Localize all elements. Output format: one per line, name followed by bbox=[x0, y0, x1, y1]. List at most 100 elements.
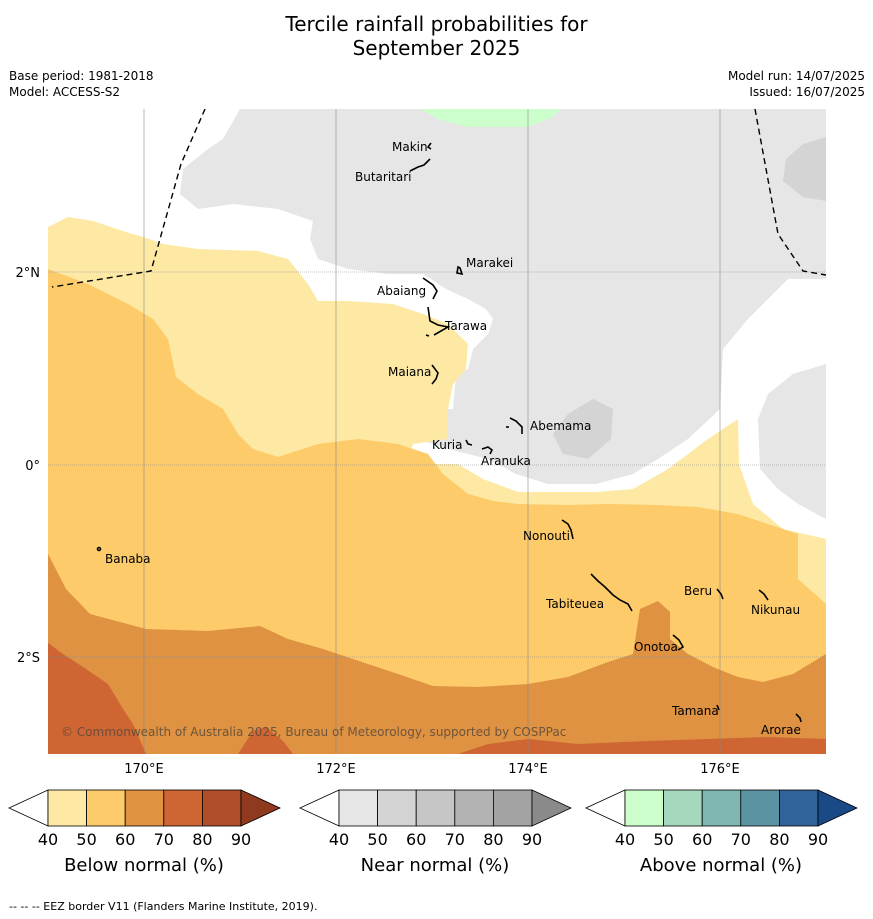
legend-near-tick-70: 70 bbox=[445, 830, 465, 849]
issued-date: Issued: 16/07/2025 bbox=[749, 85, 865, 99]
island-label-beru: Beru bbox=[684, 584, 712, 598]
lon-label-174e: 174°E bbox=[508, 762, 548, 777]
island-label-marakei: Marakei bbox=[466, 256, 513, 270]
legend-below-swatch-50-60 bbox=[86, 789, 126, 827]
lon-label-172e: 172°E bbox=[316, 762, 356, 777]
island-abemama-shape bbox=[509, 417, 523, 434]
legend-below-swatch-40-50 bbox=[47, 789, 87, 827]
legend-below-tick-60: 60 bbox=[115, 830, 135, 849]
island-label-abaiang: Abaiang bbox=[377, 284, 426, 298]
island-beru-shape bbox=[716, 588, 724, 600]
near-50-60-patch-2 bbox=[783, 137, 826, 201]
legend-below-tick-90: 90 bbox=[231, 830, 251, 849]
below-60-70-region bbox=[48, 554, 826, 754]
legend-near-tick-50: 50 bbox=[367, 830, 387, 849]
island-onotoa-shape bbox=[672, 634, 685, 651]
colorbar-legends: 40 50 60 70 80 90 Below normal (%) 40 50… bbox=[8, 789, 858, 876]
below-70-80-band-south bbox=[458, 737, 826, 754]
legend-near-tick-40: 40 bbox=[329, 830, 349, 849]
map-panel[interactable]: Makin Butaritari Marakei Abaiang Tarawa … bbox=[48, 109, 826, 754]
title-line-1: Tercile rainfall probabilities for bbox=[285, 12, 588, 36]
above-normal-region bbox=[420, 109, 560, 127]
island-tabiteuea-shape bbox=[590, 573, 633, 612]
model-run-date: Model run: 14/07/2025 bbox=[727, 69, 865, 83]
island-label-aranuka: Aranuka bbox=[481, 454, 531, 468]
island-label-tarawa: Tarawa bbox=[444, 319, 487, 333]
legend-below-low-arrow bbox=[8, 789, 49, 827]
island-tarawa-shape bbox=[427, 306, 451, 336]
below-70-80-region bbox=[48, 643, 146, 754]
island-label-maiana: Maiana bbox=[388, 365, 431, 379]
island-makin-shape bbox=[426, 142, 432, 150]
legend-near-low-arrow bbox=[299, 789, 340, 827]
legend-near-swatch-40-50 bbox=[338, 789, 378, 827]
map-gridlines bbox=[48, 109, 826, 754]
legend-above-low-arrow bbox=[585, 789, 626, 827]
below-70-80-patch-south bbox=[238, 727, 293, 754]
near-50-60-patch-1 bbox=[553, 399, 613, 459]
legend-below-swatch-70-80 bbox=[163, 789, 203, 827]
legend-above-high-arrow bbox=[817, 789, 858, 827]
island-nikunau-shape bbox=[758, 589, 769, 601]
legend-above-normal: 40 50 60 70 80 90 Above normal (%) bbox=[585, 789, 858, 876]
island-label-arorae: Arorae bbox=[761, 723, 801, 737]
lon-label-176e: 176°E bbox=[700, 762, 740, 777]
lat-label-equator: 0° bbox=[25, 459, 40, 474]
eez-footnote: -- -- -- EEZ border V11 (Flanders Marine… bbox=[9, 900, 318, 913]
island-butaritari-shape bbox=[409, 158, 431, 172]
legend-above-swatch-70-80 bbox=[740, 789, 780, 827]
near-normal-east-patch bbox=[758, 364, 826, 519]
meta-right: Model run: 14/07/2025 Issued: 16/07/2025 bbox=[728, 68, 865, 100]
legend-near-title: Near normal (%) bbox=[361, 855, 510, 876]
island-outlines bbox=[96, 142, 802, 723]
legend-above-title: Above normal (%) bbox=[640, 855, 802, 876]
legend-above-tick-80: 80 bbox=[769, 830, 789, 849]
legend-below-swatch-60-70 bbox=[124, 789, 165, 827]
island-kuria-shape bbox=[465, 439, 473, 446]
lat-label-2n: 2°N bbox=[16, 266, 41, 281]
legend-below-title: Below normal (%) bbox=[64, 855, 224, 876]
legend-above-tick-60: 60 bbox=[692, 830, 712, 849]
legend-near-normal: 40 50 60 70 80 90 Near normal (%) bbox=[299, 789, 572, 876]
map-title: Tercile rainfall probabilities for Septe… bbox=[0, 12, 873, 60]
base-period: Base period: 1981-2018 bbox=[9, 69, 154, 83]
title-line-2: September 2025 bbox=[352, 36, 521, 60]
near-normal-region bbox=[180, 109, 826, 484]
island-banaba-shape bbox=[96, 546, 102, 552]
legend-above-swatch-60-70 bbox=[701, 789, 742, 827]
legend-above-tick-70: 70 bbox=[731, 830, 751, 849]
legend-near-swatch-60-70 bbox=[415, 789, 456, 827]
legend-above-swatch-40-50 bbox=[624, 789, 664, 827]
legend-below-tick-70: 70 bbox=[154, 830, 174, 849]
legend-below-normal: 40 50 60 70 80 90 Below normal (%) bbox=[8, 789, 281, 876]
legend-above-tick-90: 90 bbox=[808, 830, 828, 849]
meta-left: Base period: 1981-2018 Model: ACCESS-S2 bbox=[9, 68, 154, 100]
island-label-kuria: Kuria bbox=[432, 438, 463, 452]
island-label-nonouti: Nonouti bbox=[523, 529, 570, 543]
legend-above-swatch-80-90 bbox=[779, 789, 819, 827]
island-nonouti-shape bbox=[561, 519, 574, 540]
legend-below-tick-40: 40 bbox=[38, 830, 58, 849]
island-label-abemama: Abemama bbox=[530, 419, 591, 433]
island-arorae-shape bbox=[795, 713, 802, 723]
island-label-butaritari: Butaritari bbox=[355, 170, 412, 184]
legend-near-tick-60: 60 bbox=[406, 830, 426, 849]
legend-above-swatch-50-60 bbox=[663, 789, 703, 827]
legend-below-tick-50: 50 bbox=[76, 830, 96, 849]
island-label-makin: Makin bbox=[392, 140, 428, 154]
island-label-tamana: Tamana bbox=[671, 704, 719, 718]
eez-border-west bbox=[51, 109, 206, 288]
lat-label-2s: 2°S bbox=[17, 651, 40, 666]
legend-above-tick-50: 50 bbox=[653, 830, 673, 849]
island-labels: Makin Butaritari Marakei Abaiang Tarawa … bbox=[105, 140, 801, 737]
legend-above-tick-40: 40 bbox=[615, 830, 635, 849]
eez-border-east bbox=[754, 109, 826, 276]
island-maiana-shape bbox=[431, 364, 439, 385]
legend-below-high-arrow bbox=[240, 789, 281, 827]
island-label-nikunau: Nikunau bbox=[751, 603, 800, 617]
legend-near-tick-80: 80 bbox=[483, 830, 503, 849]
lon-label-170e: 170°E bbox=[124, 762, 164, 777]
legend-near-high-arrow bbox=[531, 789, 572, 827]
island-tamana-shape bbox=[716, 704, 720, 711]
copyright-text: © Commonwealth of Australia 2025, Bureau… bbox=[61, 725, 566, 739]
